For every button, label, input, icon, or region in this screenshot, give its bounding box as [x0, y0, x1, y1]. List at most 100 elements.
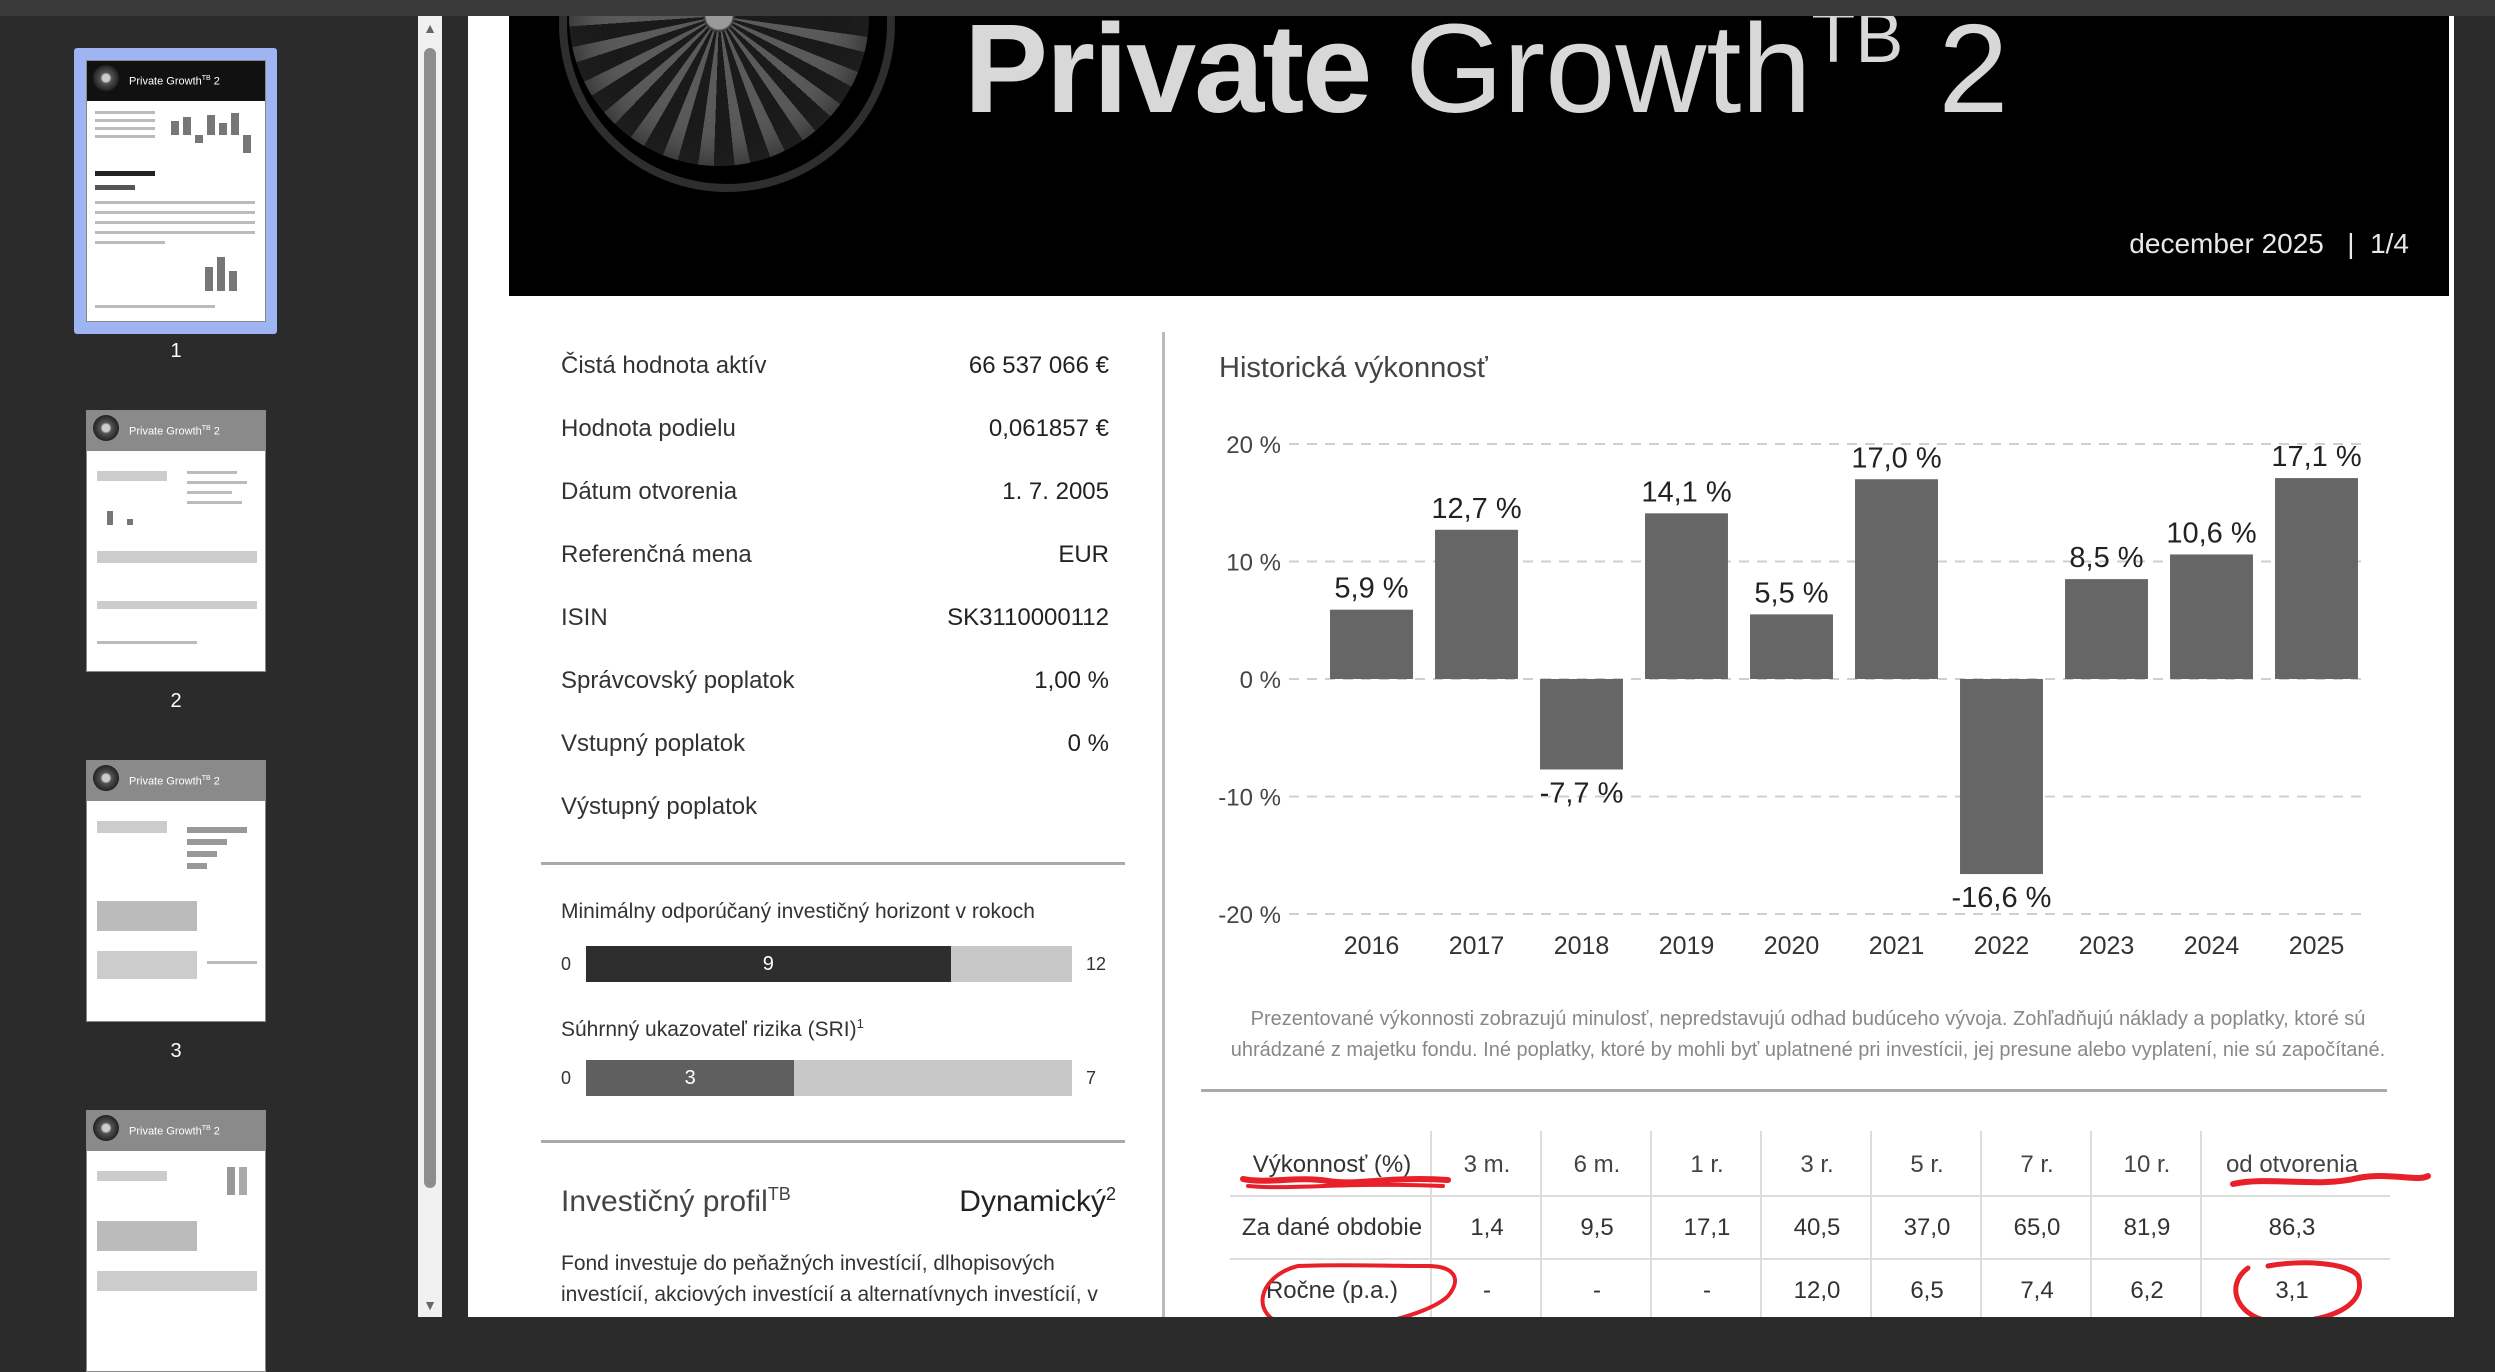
bar-value-label: 10,6 % [2166, 517, 2256, 549]
x-tick-label: 2020 [1764, 932, 1820, 960]
document-page: Private GrowthTB 2 december 2025 | 1/4 Č… [468, 16, 2454, 1317]
table-row-label: Za dané obdobie [1241, 1214, 1423, 1241]
bar-value-label: 8,5 % [2069, 542, 2143, 574]
bar-value-label: 17,0 % [1851, 442, 1941, 474]
y-tick-label: -20 % [1218, 902, 1281, 929]
x-tick-label: 2021 [1869, 932, 1925, 960]
table-divider [1201, 1089, 2387, 1092]
table-column-line [1870, 1131, 1872, 1317]
table-header-cell: 6 m. [1573, 1151, 1621, 1178]
investment-profile-value: Dynamický2 [959, 1184, 1116, 1218]
info-value: 1,00 % [1034, 667, 1109, 694]
table-header-cell: 10 r. [2123, 1151, 2171, 1178]
thumbnail-page-3[interactable]: Private GrowthTB 2 [86, 760, 266, 1022]
thumbnail-page-4[interactable]: Private GrowthTB 2 [86, 1110, 266, 1372]
table-column-line [1980, 1131, 1982, 1317]
info-label: Referenčná mena [561, 541, 752, 568]
sidebar-scrollbar[interactable]: ▲ ▼ [418, 16, 442, 1317]
bar-value-label: 12,7 % [1431, 493, 1521, 525]
bar-value-label: 14,1 % [1641, 476, 1731, 508]
thumbnail-page-1[interactable]: Private GrowthTB 2 [86, 60, 266, 322]
y-tick-label: 20 % [1226, 432, 1281, 459]
table-cell: - [1483, 1277, 1491, 1304]
table-cell: 3,1 [2275, 1277, 2309, 1304]
table-header-cell: 3 r. [1800, 1151, 1834, 1178]
bar-value-label: 5,5 % [1754, 577, 1828, 609]
table-cell: 7,4 [2020, 1277, 2054, 1304]
scrollbar-thumb[interactable] [424, 48, 436, 1188]
info-value: 66 537 066 € [968, 352, 1109, 379]
risk-max: 7 [1086, 1068, 1097, 1088]
table-cell: 1,4 [1470, 1214, 1504, 1241]
info-row: Dátum otvorenia 1. 7. 2005 [561, 478, 1109, 514]
chart-title: Historická výkonnosť [1219, 352, 1488, 384]
table-column-line [1430, 1131, 1432, 1317]
historical-performance-chart: 20 % 10 % 0 % -10 % -20 % 5,9 % 2016 12,7 % 2017… [1218, 432, 2369, 960]
info-value: 0 % [1067, 730, 1109, 757]
table-header-cell: 5 r. [1910, 1151, 1944, 1178]
scroll-up-arrow-icon[interactable]: ▲ [423, 20, 437, 36]
section-divider [541, 1140, 1125, 1143]
horizon-bar: 9 [586, 946, 1072, 982]
info-row: ISIN SK3110000112 [561, 604, 1109, 640]
column-divider [1162, 332, 1165, 1317]
info-row: Vstupný poplatok 0 % [561, 730, 1109, 766]
table-cell: 40,5 [1793, 1214, 1841, 1241]
y-tick-label: 0 % [1240, 667, 1281, 694]
info-value: SK3110000112 [947, 604, 1109, 631]
thumbnail-page-number: 1 [170, 340, 182, 362]
table-row-line [1230, 1195, 2390, 1197]
info-row: Referenčná mena EUR [561, 541, 1109, 577]
info-label: ISIN [561, 604, 608, 631]
performance-disclaimer: Prezentované výkonnosti zobrazujú minulo… [1230, 1008, 2386, 1061]
horizon-min: 0 [561, 954, 572, 974]
section-divider [541, 862, 1125, 865]
bar-2024 [2170, 554, 2253, 679]
info-label: Čistá hodnota aktív [561, 352, 767, 379]
thumbnail-page-2[interactable]: Private GrowthTB 2 [86, 410, 266, 672]
info-row: Výstupný poplatok [561, 793, 1109, 829]
fund-title: Private GrowthTB 2 [964, 16, 2009, 139]
info-label: Výstupný poplatok [561, 793, 758, 820]
horizon-max: 12 [1086, 954, 1107, 974]
investment-profile-text: Fond investuje do peňažných investícií, … [561, 1252, 1098, 1306]
table-cell: 12,0 [1793, 1277, 1841, 1304]
investment-profile-label: Investičný profilTB [561, 1184, 791, 1218]
page-gutter [442, 16, 468, 1317]
x-tick-label: 2018 [1554, 932, 1610, 960]
x-tick-label: 2019 [1659, 932, 1715, 960]
info-value: EUR [1058, 541, 1109, 568]
horizon-label: Minimálny odporúčaný investičný horizont… [561, 900, 1035, 923]
table-row-label: Ročne (p.a.) [1265, 1277, 1399, 1304]
x-tick-label: 2023 [2079, 932, 2135, 960]
x-tick-label: 2022 [1974, 932, 2030, 960]
page-banner: Private GrowthTB 2 december 2025 | 1/4 [509, 16, 2449, 296]
bar-value-label: -7,7 % [1540, 777, 1624, 809]
table-cell: 86,3 [2268, 1214, 2316, 1241]
bar-2020 [1750, 614, 1833, 679]
thumbnail-page-number: 2 [170, 690, 182, 712]
x-tick-label: 2016 [1344, 932, 1400, 960]
info-value: 0,061857 € [988, 415, 1109, 442]
table-header-cell: 1 r. [1690, 1151, 1724, 1178]
bar-2019 [1645, 513, 1728, 679]
table-cell: - [1593, 1277, 1601, 1304]
table-cell: 6,2 [2130, 1277, 2164, 1304]
scroll-down-arrow-icon[interactable]: ▼ [423, 1297, 437, 1313]
info-label: Vstupný poplatok [561, 730, 746, 757]
x-tick-label: 2025 [2289, 932, 2345, 960]
thumbnail-sidebar[interactable]: Private GrowthTB 2 1 Private GrowthTB 2 … [0, 16, 418, 1372]
table-column-line [1540, 1131, 1542, 1317]
risk-label: Súhrnný ukazovateľ rizika (SRI)1 [561, 1016, 864, 1041]
table-row-line [1230, 1258, 2390, 1260]
table-header-cell: Výkonnosť (%) [1252, 1151, 1412, 1178]
viewer-right-margin [2454, 16, 2495, 1317]
table-column-line [2090, 1131, 2092, 1317]
y-tick-label: 10 % [1226, 550, 1281, 577]
table-cell: 6,5 [1910, 1277, 1944, 1304]
info-row: Čistá hodnota aktív 66 537 066 € [561, 352, 1109, 388]
report-date: december 2025 | 1/4 [2129, 228, 2409, 259]
bar-2017 [1435, 529, 1518, 679]
info-label: Správcovský poplatok [561, 667, 795, 694]
table-column-line [1760, 1131, 1762, 1317]
